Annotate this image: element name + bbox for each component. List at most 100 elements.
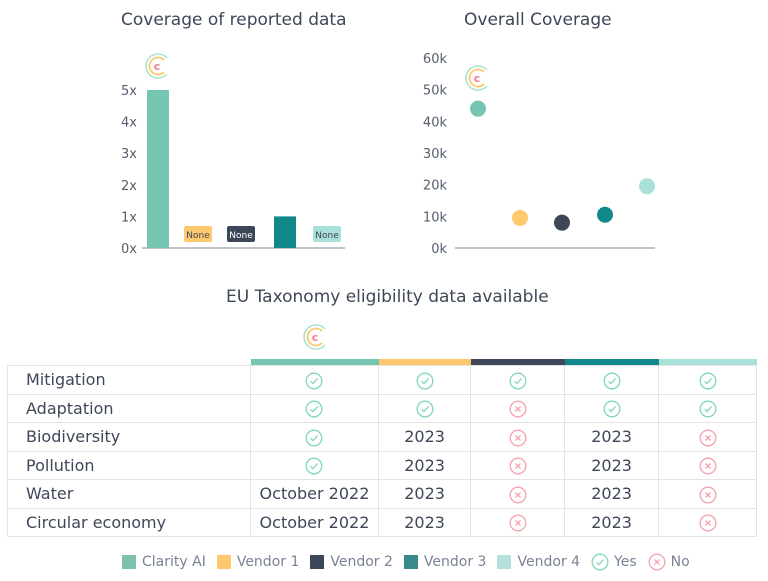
y-tick-label: 5x: [121, 84, 137, 99]
row-label: Adaptation: [7, 393, 251, 423]
check-circle-icon: [509, 372, 527, 389]
check-circle-icon: [591, 553, 609, 571]
x-circle-icon: [509, 514, 527, 532]
y-tick-label: 40k: [423, 115, 448, 130]
y-tick-label: 1x: [121, 210, 137, 225]
status-cell: [470, 365, 566, 395]
charts: 0x 1x 2x 3x 4x 5x None None None c 0k 10k 20k 30k 40k 5…: [121, 52, 655, 257]
y-tick-label: 3x: [121, 147, 137, 162]
none-badge: None: [313, 226, 341, 242]
scatter-point: [470, 100, 486, 117]
x-circle-icon: [699, 429, 717, 446]
status-cell: [470, 507, 566, 537]
date-cell: 2023: [377, 507, 472, 537]
status-cell: [249, 450, 379, 480]
status-cell: [470, 479, 566, 509]
y-tick-label: 2x: [121, 179, 137, 194]
check-circle-icon: [306, 400, 323, 418]
legend-item: Vendor 4: [497, 554, 580, 570]
y-tick-label: 30k: [423, 147, 448, 162]
legend-swatch: [122, 555, 136, 569]
svg-text:None: None: [186, 231, 210, 241]
y-tick-label: 10k: [423, 210, 448, 225]
date-cell: 2023: [377, 422, 472, 452]
legend-item: Vendor 1: [216, 554, 300, 570]
table-row: Mitigation: [7, 365, 757, 395]
svg-text:c: c: [154, 60, 161, 73]
status-cell: [658, 422, 757, 452]
legend-swatch: [403, 555, 418, 569]
column-header-bar: [565, 359, 659, 365]
table-row: Pollution 2023 2023: [7, 450, 757, 480]
y-tick-label: 60k: [423, 52, 448, 67]
table-row: Biodiversity 2023 2023: [7, 422, 757, 452]
legend-item-yes: Yes: [591, 553, 637, 571]
status-cell: [658, 450, 757, 480]
date-cell: 2023: [377, 450, 472, 480]
check-circle-icon: [603, 372, 621, 389]
check-circle-icon: [306, 457, 323, 475]
date-cell: 2023: [377, 479, 472, 509]
date-cell: October 2022: [249, 507, 379, 537]
status-cell: [377, 393, 472, 423]
status-cell: [658, 479, 757, 509]
date-cell: 2023: [564, 450, 660, 480]
scatter-point: [639, 178, 655, 195]
x-circle-icon: [509, 400, 527, 418]
legend-item-no: No: [648, 553, 690, 571]
date-cell: 2023: [564, 422, 660, 452]
svg-text:c: c: [312, 331, 319, 344]
x-circle-icon: [699, 457, 717, 475]
status-cell: [249, 365, 379, 395]
svg-text:c: c: [474, 72, 481, 85]
status-cell: [658, 365, 757, 395]
date-cell: 2023: [564, 507, 660, 537]
row-label: Mitigation: [7, 365, 251, 395]
check-circle-icon: [306, 372, 323, 389]
bar: [274, 216, 296, 248]
table-row: Water October 2022 2023 2023: [7, 479, 757, 509]
y-tick-label: 50k: [423, 84, 448, 99]
status-cell: [377, 365, 472, 395]
x-circle-icon: [699, 486, 717, 503]
scatter-point: [597, 206, 613, 223]
clarity-logo-icon: c: [465, 65, 488, 91]
legend-label: Clarity AI: [142, 554, 206, 570]
bar: [147, 90, 169, 248]
none-badge: None: [227, 226, 255, 242]
legend-label: Vendor 4: [517, 554, 581, 570]
column-header-bar: [379, 359, 471, 365]
bar-chart-title: Coverage of reported data: [121, 10, 347, 30]
legend-label: Vendor 3: [423, 554, 487, 570]
row-label: Pollution: [7, 450, 251, 480]
x-circle-icon: [699, 514, 717, 532]
legend-label: Vendor 2: [330, 554, 393, 570]
clarity-logo-icon: c: [145, 53, 168, 79]
legend: Clarity AI Vendor 1 Vendor 2 Vendor 3 Vendor…: [122, 553, 701, 571]
column-header-bar: [251, 359, 379, 365]
x-circle-icon: [509, 429, 527, 446]
legend-label: Yes: [614, 554, 637, 570]
date-cell: October 2022: [249, 479, 379, 509]
clarity-logo-icon: c: [303, 324, 326, 350]
row-label: Water: [7, 479, 251, 509]
status-cell: [470, 450, 566, 480]
svg-text:None: None: [315, 231, 339, 241]
table-row: Circular economy October 2022 2023 2023: [7, 507, 757, 537]
svg-text:None: None: [229, 231, 253, 241]
column-header-bar: [471, 359, 565, 365]
legend-swatch: [497, 555, 512, 569]
check-circle-icon: [699, 372, 717, 389]
check-circle-icon: [603, 400, 621, 418]
table-title: EU Taxonomy eligibility data available: [226, 287, 549, 307]
y-tick-label: 20k: [423, 179, 448, 194]
status-cell: [658, 507, 757, 537]
legend-label: Vendor 1: [236, 554, 300, 570]
status-cell: [470, 422, 566, 452]
x-circle-icon: [509, 486, 527, 503]
scatter-point: [512, 209, 528, 226]
table-row: Adaptation: [7, 393, 757, 423]
scatter-point: [554, 214, 570, 231]
status-cell: [564, 365, 660, 395]
none-badge: None: [184, 226, 212, 242]
